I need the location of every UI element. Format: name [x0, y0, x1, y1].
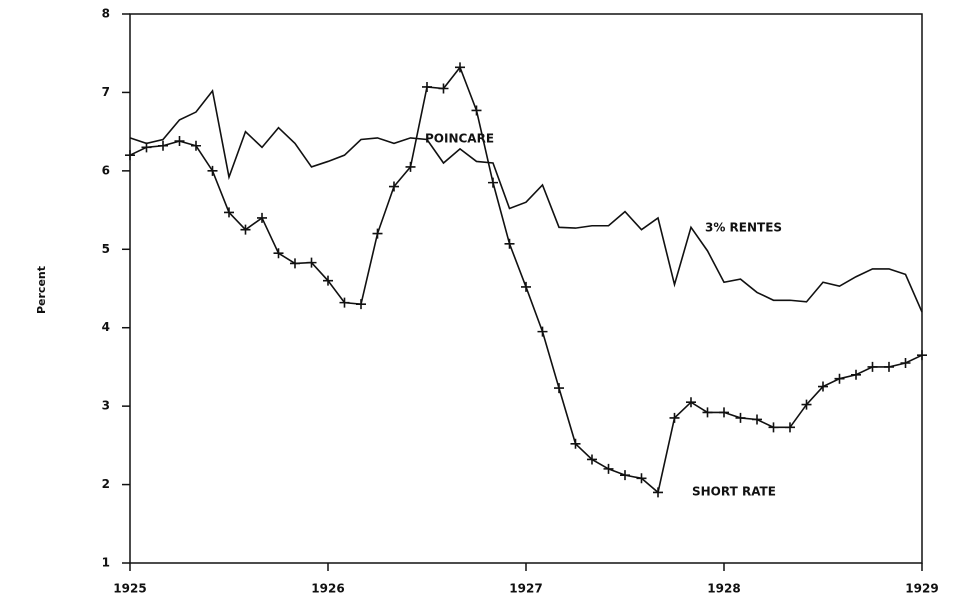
plus-marker	[422, 81, 432, 92]
plus-marker	[438, 83, 449, 94]
y-tick-label: 5	[102, 242, 110, 256]
plus-marker	[323, 275, 333, 286]
plus-marker	[141, 142, 152, 153]
plus-marker	[586, 454, 597, 465]
plus-marker	[521, 281, 531, 292]
annotation: POINCARE	[425, 132, 494, 146]
plus-marker	[158, 140, 169, 151]
plus-marker	[784, 422, 795, 433]
plus-marker	[306, 257, 317, 268]
plus-marker	[554, 383, 565, 394]
y-tick-label: 7	[102, 85, 110, 99]
plus-marker	[273, 248, 284, 259]
plus-marker	[801, 399, 812, 410]
plus-marker	[388, 181, 399, 192]
x-tick-label: 1925	[113, 582, 146, 596]
plus-marker	[768, 422, 779, 433]
y-tick-label: 6	[102, 163, 110, 177]
plus-marker	[752, 414, 763, 425]
plus-marker	[471, 105, 482, 116]
series-line	[129, 65, 923, 494]
y-axis-label: Percent	[35, 266, 48, 314]
plus-marker	[867, 361, 878, 372]
plus-marker	[174, 136, 185, 147]
plus-marker	[537, 326, 548, 337]
plus-marker	[653, 487, 664, 498]
plus-marker	[851, 369, 862, 380]
plus-marker	[224, 207, 234, 218]
plus-marker	[834, 373, 845, 384]
plus-marker	[735, 412, 746, 423]
plus-marker	[719, 407, 729, 418]
plus-marker	[240, 224, 251, 235]
plus-marker	[257, 212, 268, 223]
plus-marker	[570, 438, 581, 449]
annotation: SHORT RATE	[692, 485, 776, 499]
y-tick-label: 8	[102, 7, 110, 21]
y-tick-label: 3	[102, 399, 110, 413]
plus-marker	[900, 358, 911, 369]
plus-marker	[289, 258, 300, 269]
y-tick-label: 4	[102, 320, 110, 334]
plus-marker	[917, 350, 927, 361]
plus-marker	[455, 62, 466, 73]
plus-marker	[620, 470, 630, 481]
plus-marker	[883, 361, 894, 372]
plus-marker	[487, 177, 498, 188]
plus-marker	[372, 228, 383, 239]
plus-marker	[207, 165, 218, 176]
plus-marker	[685, 397, 696, 408]
y-tick-label: 2	[102, 477, 110, 491]
plus-marker	[405, 161, 416, 172]
plus-marker	[339, 297, 350, 308]
plus-marker	[702, 407, 713, 418]
x-tick-label: 1926	[311, 582, 344, 596]
series-line	[129, 88, 923, 313]
plus-marker	[504, 238, 515, 249]
annotation: 3% RENTES	[705, 221, 782, 235]
plus-marker	[669, 412, 680, 423]
plus-marker	[190, 140, 201, 151]
y-tick-label: 1	[102, 556, 110, 570]
plus-marker	[603, 463, 614, 474]
plus-marker	[125, 150, 135, 161]
plus-marker	[818, 381, 828, 392]
plus-marker	[356, 299, 367, 310]
x-tick-label: 1927	[509, 582, 542, 596]
x-tick-label: 1928	[707, 582, 740, 596]
x-tick-label: 1929	[905, 582, 938, 596]
plus-marker	[636, 473, 647, 484]
